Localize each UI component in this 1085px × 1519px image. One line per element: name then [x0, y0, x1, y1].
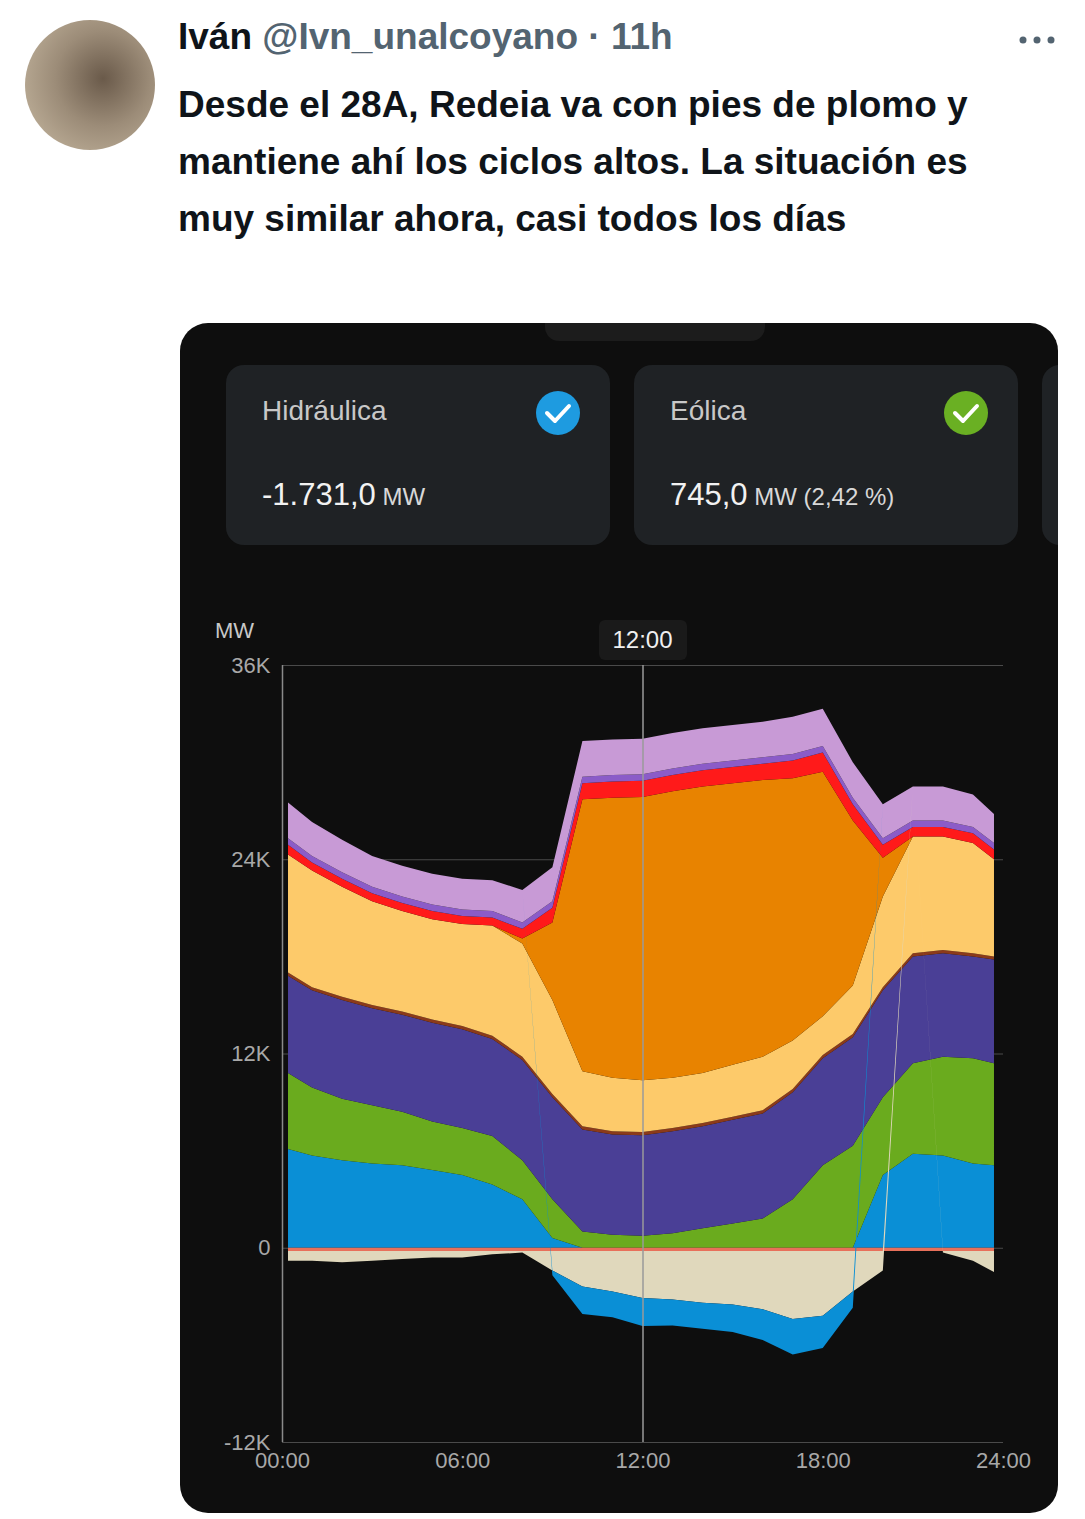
svg-text:12:00: 12:00 — [615, 1448, 670, 1473]
html-text:745,0MW (2,42 %): 745,0MW (2,42 %) — [670, 477, 895, 512]
html-text:Iván @Ivn_unalcoyano · 11h: Iván @Ivn_unalcoyano · 11h — [178, 16, 673, 57]
svg-text:0: 0 — [258, 1235, 270, 1260]
svg-text:24K: 24K — [231, 847, 270, 872]
svg-text:-12K: -12K — [224, 1429, 271, 1455]
svg-text:36K: 36K — [231, 653, 270, 678]
html-text:Eólica: Eólica — [670, 395, 747, 426]
html-text:-1.731,0MW: -1.731,0MW — [262, 477, 426, 512]
svg-text:24:00: 24:00 — [976, 1448, 1031, 1473]
svg-text:00:00: 00:00 — [255, 1448, 310, 1473]
html-text:12:00: 12:00 — [612, 626, 673, 653]
svg-text:18:00: 18:00 — [796, 1448, 851, 1473]
svg-text:12K: 12K — [231, 1041, 270, 1066]
html-text:MW: MW — [215, 618, 255, 643]
html-text:Hidráulica: Hidráulica — [262, 395, 387, 426]
svg-text:06:00: 06:00 — [435, 1448, 490, 1473]
html-text:Desde el 28A, Redeia va con pi: Desde el 28A, Redeia va con pies de plom… — [178, 84, 968, 239]
